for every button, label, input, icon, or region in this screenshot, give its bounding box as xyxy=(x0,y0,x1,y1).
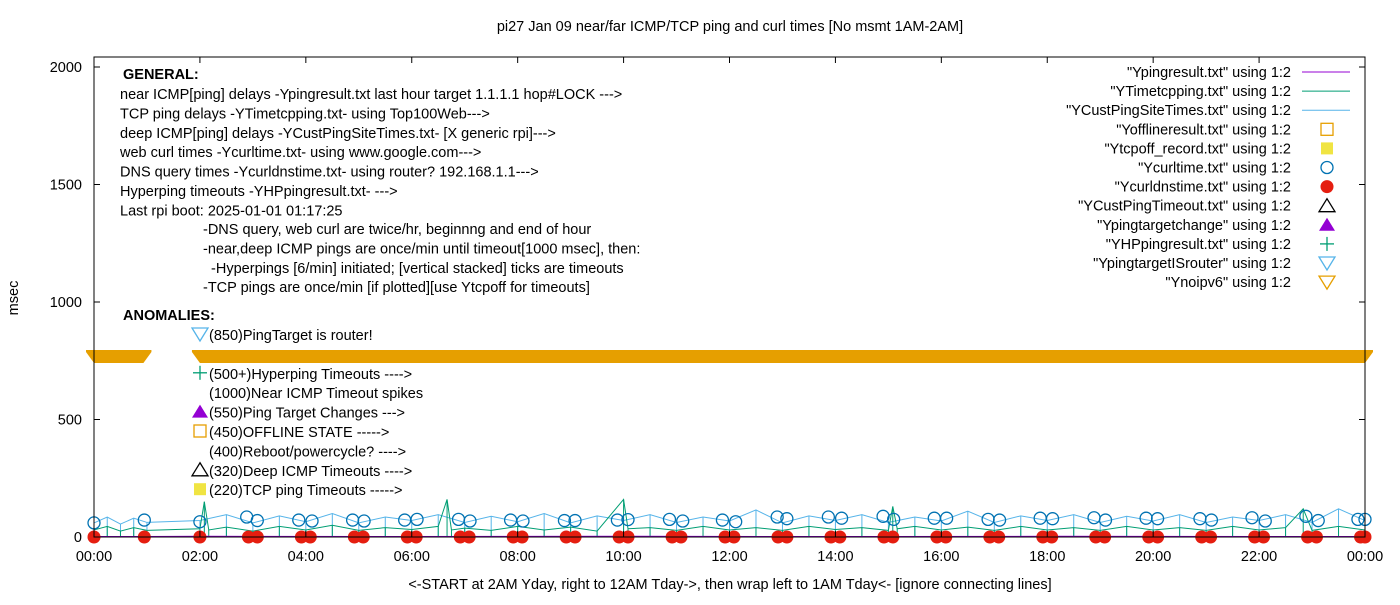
note-line: -Hyperpings [6/min] initiated; [vertical… xyxy=(203,261,624,277)
legend-label: "YHPpingresult.txt" using 1:2 xyxy=(1106,237,1291,253)
chart-title: pi27 Jan 09 near/far ICMP/TCP ping and c… xyxy=(497,19,963,35)
point-curl xyxy=(1088,512,1100,524)
general-line: Hyperping timeouts -YHPpingresult.txt- -… xyxy=(120,184,398,200)
point-curl xyxy=(1194,513,1206,525)
point-curl xyxy=(1246,512,1258,524)
legend-label: "YTimetcpping.txt" using 1:2 xyxy=(1110,84,1291,100)
anomaly-marker-isrouter xyxy=(192,328,208,341)
noipv6-marker-band xyxy=(192,350,1373,363)
anomaly-marker-tcpoff xyxy=(194,483,206,495)
note-line: -near,deep ICMP pings are once/min until… xyxy=(203,241,640,257)
general-line: near ICMP[ping] delays -Ypingresult.txt … xyxy=(120,87,622,103)
legend-marker-noipv6 xyxy=(1319,276,1335,289)
y-tick-label: 1500 xyxy=(50,178,82,194)
general-line: deep ICMP[ping] delays -YCustPingSiteTim… xyxy=(120,126,556,142)
anomaly-label: (500+)Hyperping Timeouts ----> xyxy=(209,367,412,383)
x-tick-label: 00:00 xyxy=(1347,549,1383,565)
y-tick-label: 2000 xyxy=(50,60,82,76)
legend-label: "Ycurltime.txt" using 1:2 xyxy=(1138,161,1291,177)
legend-marker-dns xyxy=(1321,180,1334,193)
x-tick-label: 14:00 xyxy=(817,549,853,565)
x-tick-label: 20:00 xyxy=(1135,549,1171,565)
legend-label: "Ypingtargetchange" using 1:2 xyxy=(1097,218,1291,234)
y-axis-label: msec xyxy=(6,281,22,316)
legend-label: "Ycurldnstime.txt" using 1:2 xyxy=(1115,180,1291,196)
point-curl xyxy=(1140,512,1152,524)
point-curl xyxy=(822,511,834,523)
legend-marker-hp xyxy=(1320,237,1334,251)
x-tick-label: 08:00 xyxy=(500,549,536,565)
point-curl xyxy=(1312,515,1324,527)
legend: "Ypingresult.txt" using 1:2 "YTimetcpping… xyxy=(1066,65,1350,291)
x-tick-label: 10:00 xyxy=(605,549,641,565)
x-tick-label: 00:00 xyxy=(76,549,112,565)
y-tick-label: 500 xyxy=(58,413,82,429)
note-line: -TCP pings are once/min [if plotted][use… xyxy=(203,280,590,296)
general-line: Last rpi boot: 2025-01-01 01:17:25 xyxy=(120,203,343,219)
anomalies-heading: ANOMALIES: xyxy=(123,308,215,324)
legend-label: "Ypingresult.txt" using 1:2 xyxy=(1127,65,1291,81)
noipv6-marker-band xyxy=(86,350,151,363)
legend-label: "Ytcpoff_record.txt" using 1:2 xyxy=(1104,141,1291,157)
legend-marker-curl xyxy=(1321,162,1333,174)
anomaly-label: (1000)Near ICMP Timeout spikes xyxy=(209,386,423,402)
x-tick-label: 12:00 xyxy=(711,549,747,565)
x-tick-label: 04:00 xyxy=(288,549,324,565)
point-curl xyxy=(888,513,900,525)
x-tick-label: 06:00 xyxy=(394,549,430,565)
point-curl xyxy=(1259,515,1271,527)
anomaly-marker-targetchange xyxy=(192,405,208,418)
anomaly-label: (220)TCP ping Timeouts -----> xyxy=(209,483,403,499)
legend-marker-custtimeout xyxy=(1319,199,1335,212)
legend-label: "YCustPingTimeout.txt" using 1:2 xyxy=(1078,199,1291,215)
general-heading: GENERAL: xyxy=(123,67,199,83)
legend-marker-offline xyxy=(1321,123,1333,135)
legend-label: "Ynoipv6" using 1:2 xyxy=(1165,275,1291,291)
general-line: DNS query times -Ycurldnstime.txt- using… xyxy=(120,165,539,181)
general-line: TCP ping delays -YTimetcpping.txt- using… xyxy=(120,106,490,122)
legend-marker-targetchange xyxy=(1319,218,1335,231)
anomaly-label: (450)OFFLINE STATE -----> xyxy=(209,425,389,441)
point-curl xyxy=(941,512,953,524)
x-axis-label: <-START at 2AM Yday, right to 12AM Tday-… xyxy=(408,577,1051,593)
x-tick-label: 22:00 xyxy=(1241,549,1277,565)
legend-marker-isrouter xyxy=(1319,257,1335,270)
anomaly-marker-offline xyxy=(194,425,206,437)
anomaly-marker-custtimeout xyxy=(192,463,208,476)
general-line: web curl times -Ycurltime.txt- using www… xyxy=(119,145,481,161)
anomaly-label: (320)Deep ICMP Timeouts ----> xyxy=(209,464,412,480)
legend-label: "YCustPingSiteTimes.txt" using 1:2 xyxy=(1066,103,1291,119)
point-curl xyxy=(730,516,742,528)
x-tick-label: 18:00 xyxy=(1029,549,1065,565)
anomaly-label: (400)Reboot/powercycle? ----> xyxy=(209,444,406,460)
legend-marker-tcpoff xyxy=(1321,142,1333,154)
x-tick-label: 02:00 xyxy=(182,549,218,565)
legend-label: "Yofflineresult.txt" using 1:2 xyxy=(1116,122,1291,138)
point-curl xyxy=(928,512,940,524)
annotations: GENERAL: near ICMP[ping] delays -Ypingres… xyxy=(119,67,640,499)
anomaly-label: (550)Ping Target Changes ---> xyxy=(209,406,405,422)
anomaly-label: (850)PingTarget is router! xyxy=(209,328,373,344)
point-curl xyxy=(347,514,359,526)
legend-label: "YpingtargetISrouter" using 1:2 xyxy=(1093,256,1291,272)
note-line: -DNS query, web curl are twice/hr, begin… xyxy=(203,222,591,238)
y-tick-label: 0 xyxy=(74,530,82,546)
anomaly-marker-hp xyxy=(193,366,207,380)
x-tick-label: 16:00 xyxy=(923,549,959,565)
y-tick-label: 1000 xyxy=(50,295,82,311)
